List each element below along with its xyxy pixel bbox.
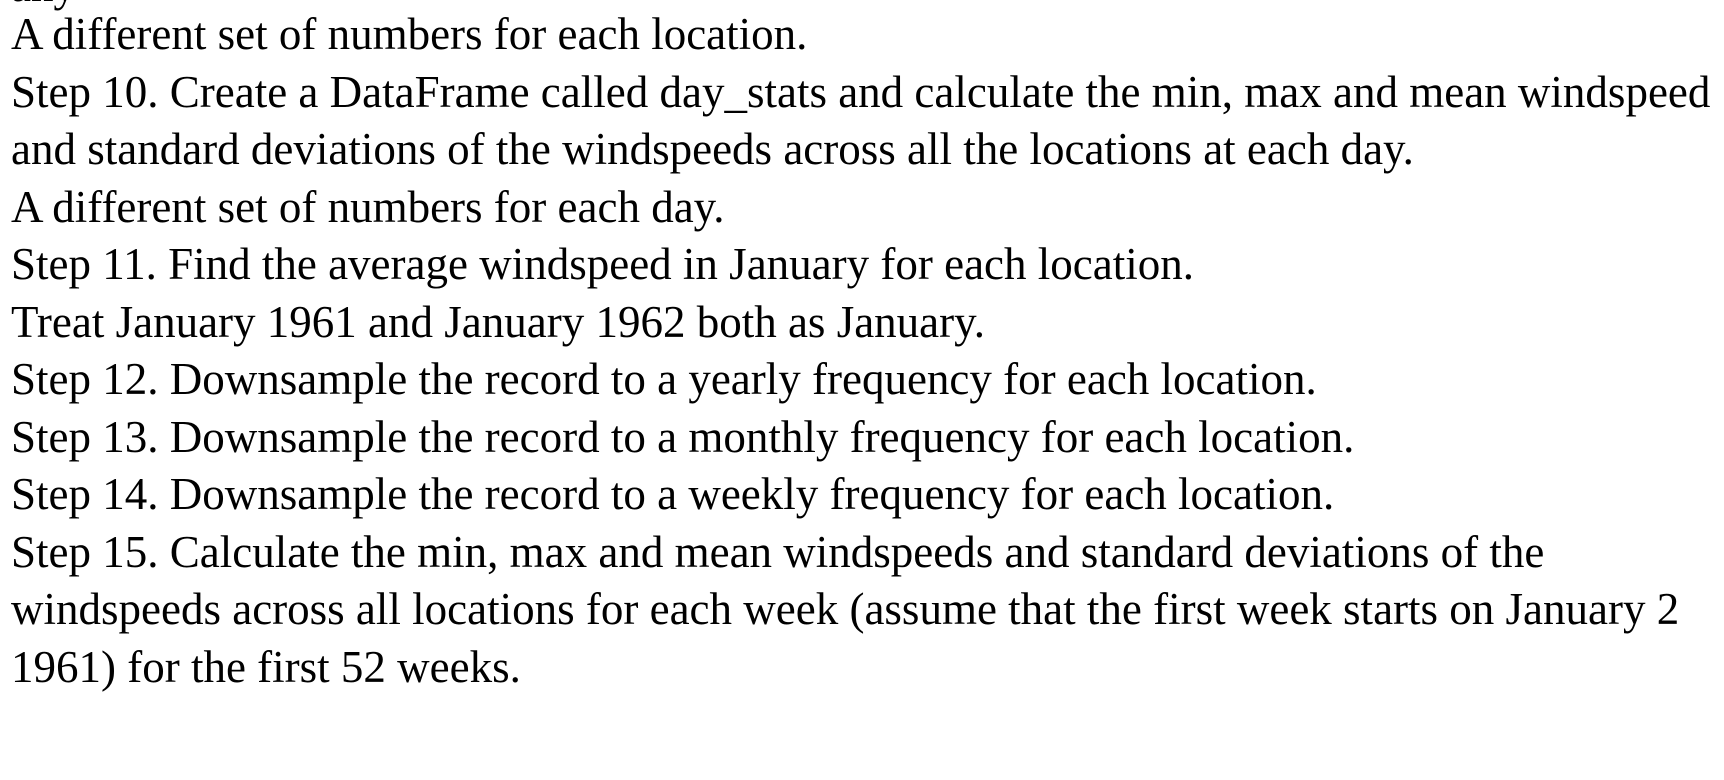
paragraph-step-11: Step 11. Find the average windspeed in J… [11, 239, 1194, 289]
clipped-previous-line: any [11, 0, 76, 16]
paragraph-day-note: A different set of numbers for each day. [11, 181, 725, 232]
paragraph-step-10: Step 10. Create a DataFrame called day_s… [11, 66, 1711, 175]
paragraph-step-14: Step 14. Downsample the record to a week… [11, 469, 1335, 519]
paragraph-step-12: Step 12. Downsample the record to a year… [11, 354, 1317, 404]
paragraph-location-note: A different set of numbers for each loca… [11, 9, 808, 59]
paragraph-step-15: Step 15. Calculate the min, max and mean… [11, 526, 1680, 692]
document-body: A different set of numbers for each loca… [11, 6, 1717, 696]
paragraph-january-note: Treat January 1961 and January 1962 both… [11, 296, 985, 347]
paragraph-step-13: Step 13. Downsample the record to a mont… [11, 411, 1355, 462]
